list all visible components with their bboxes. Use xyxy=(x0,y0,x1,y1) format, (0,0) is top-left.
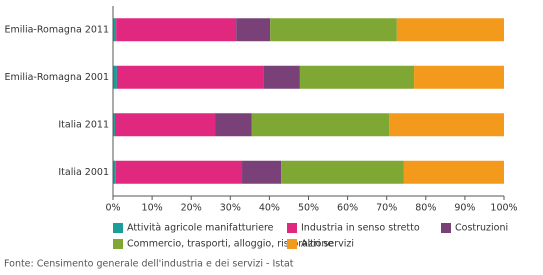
x-tick-label: 20% xyxy=(181,203,202,214)
bar-segment xyxy=(270,18,397,42)
bar-segment xyxy=(113,65,117,89)
bar-segment xyxy=(236,18,271,42)
bar-segment xyxy=(403,160,504,184)
bar-segment xyxy=(396,18,504,42)
bar-segment xyxy=(389,113,504,137)
x-tick-label: 10% xyxy=(142,203,163,214)
x-tick-label: 30% xyxy=(220,203,241,214)
bar-segment xyxy=(414,65,504,89)
x-tick-label: 90% xyxy=(454,203,475,214)
legend-label: Attività agricole manifatturiere xyxy=(127,223,274,234)
x-tick-label: 50% xyxy=(298,203,319,214)
bar-segment xyxy=(281,160,404,184)
legend-label: Industria in senso stretto xyxy=(301,223,420,234)
y-tick-label: Emilia-Romagna 2011 xyxy=(4,24,109,35)
legend-swatch xyxy=(113,239,123,249)
bar-segment xyxy=(242,160,282,184)
bar-segment xyxy=(114,113,216,137)
bar-segment xyxy=(263,65,300,89)
x-tick-label: 0% xyxy=(105,203,120,214)
x-tick-label: 60% xyxy=(337,203,358,214)
bar-segment xyxy=(116,65,264,89)
x-tick-label: 70% xyxy=(376,203,397,214)
legend-swatch xyxy=(287,239,297,249)
bar-segment xyxy=(113,160,116,184)
bar-segment xyxy=(116,18,237,42)
legend-label: Commercio, trasporti, alloggio, ristoraz… xyxy=(127,239,333,250)
y-tick-label: Italia 2011 xyxy=(58,119,109,130)
legend-swatch xyxy=(441,223,451,233)
legend-label: Altri servizi xyxy=(301,239,354,250)
y-tick-label: Emilia-Romagna 2001 xyxy=(4,72,109,83)
legend-swatch xyxy=(287,223,297,233)
source: Fonte: Censimento generale dell'industri… xyxy=(4,259,294,270)
y-tick-label: Italia 2001 xyxy=(58,167,109,178)
x-tick-label: 40% xyxy=(259,203,280,214)
bar-segment xyxy=(251,113,390,137)
bar-segment xyxy=(113,113,115,137)
legend-label: Costruzioni xyxy=(455,223,508,234)
bar-segment xyxy=(299,65,415,89)
x-tick-label: 80% xyxy=(415,203,436,214)
bar-segment xyxy=(113,18,117,42)
x-tick-label: 100% xyxy=(490,203,517,214)
legend-swatch xyxy=(113,223,123,233)
bar-segment xyxy=(215,113,252,137)
bar-segment xyxy=(115,160,243,184)
